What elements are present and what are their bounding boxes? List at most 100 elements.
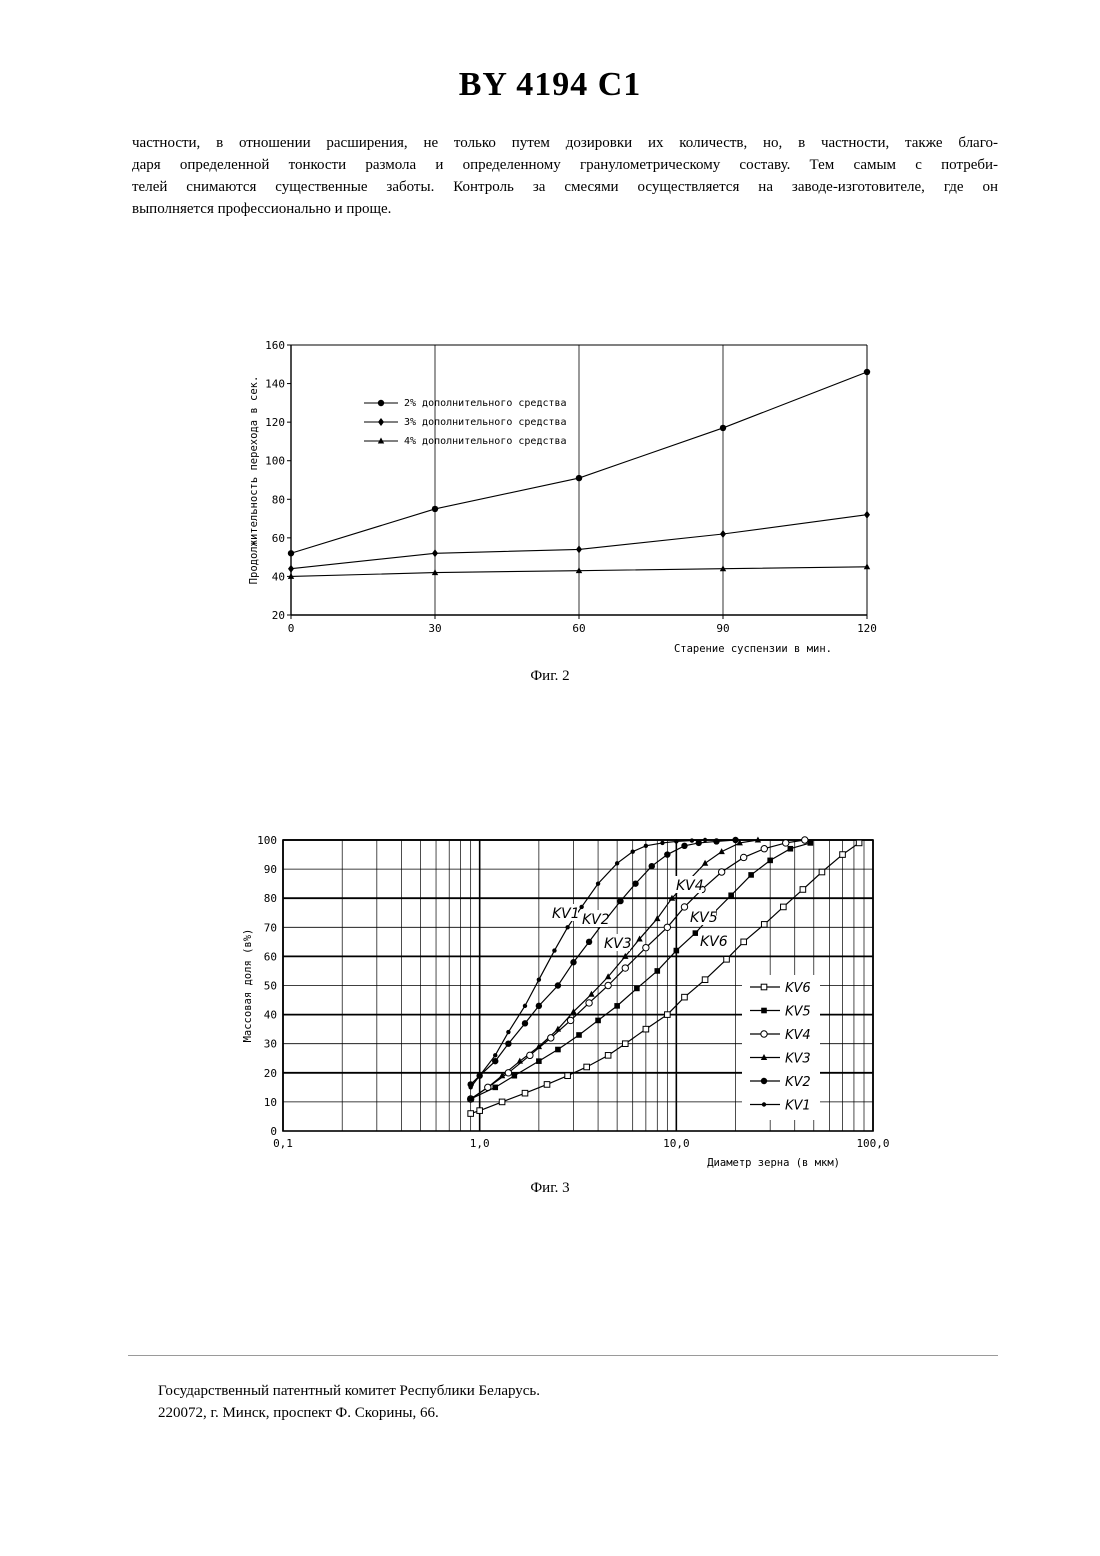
data-point xyxy=(477,1108,483,1114)
data-point xyxy=(681,904,687,910)
data-point xyxy=(288,565,294,573)
legend: 2% дополнительного средства3% дополнител… xyxy=(364,398,567,447)
data-point xyxy=(555,1047,561,1053)
data-point xyxy=(527,1052,533,1058)
figure-2-caption: Фиг. 2 xyxy=(0,668,1100,685)
data-point xyxy=(674,839,678,843)
x-tick-label: 30 xyxy=(428,622,441,635)
data-point xyxy=(499,1099,505,1105)
data-point xyxy=(741,939,747,945)
data-point xyxy=(696,840,702,846)
data-point xyxy=(622,965,628,971)
data-point xyxy=(788,846,794,852)
curve-annotation: KV5 xyxy=(690,910,718,926)
data-point xyxy=(702,860,708,866)
data-point xyxy=(511,1073,517,1079)
data-point xyxy=(576,475,582,481)
y-tick-label: 80 xyxy=(272,493,285,506)
data-point xyxy=(565,1073,571,1079)
figure-3-caption: Фиг. 3 xyxy=(0,1180,1100,1197)
data-point xyxy=(493,1053,497,1057)
legend-marker xyxy=(378,400,384,406)
figure-2-chart: 030609012020406080100120140160Продолжите… xyxy=(0,310,1100,670)
curve-annotation: KV6 xyxy=(700,934,728,950)
x-tick-label: 0,1 xyxy=(273,1137,293,1150)
data-point xyxy=(665,1012,671,1018)
data-point xyxy=(595,1018,601,1024)
data-point xyxy=(664,851,670,857)
y-tick-label: 60 xyxy=(272,532,285,545)
data-point xyxy=(432,549,438,557)
data-point xyxy=(644,844,648,848)
data-point xyxy=(605,982,611,988)
data-point xyxy=(781,904,787,910)
data-point xyxy=(567,1017,573,1023)
data-point xyxy=(732,837,738,843)
legend-marker xyxy=(761,1031,767,1037)
data-point xyxy=(536,1003,542,1009)
data-point xyxy=(681,843,687,849)
data-point xyxy=(713,838,719,844)
x-axis-label: Старение суспензии в мин. xyxy=(674,643,832,655)
data-point xyxy=(468,1096,474,1102)
data-point xyxy=(552,948,556,952)
legend-label: 3% дополнительного средства xyxy=(404,417,567,428)
body-line: частности, в отношении расширения, не то… xyxy=(132,132,998,154)
x-tick-label: 100,0 xyxy=(856,1137,889,1150)
footer-divider xyxy=(128,1355,998,1356)
data-point xyxy=(596,881,600,885)
data-point xyxy=(586,1000,592,1006)
data-point xyxy=(649,863,655,869)
x-axis-label: Диаметр зерна (в мкм) xyxy=(707,1157,840,1169)
data-point xyxy=(819,869,825,875)
data-point xyxy=(664,924,670,930)
data-point xyxy=(476,1073,482,1079)
data-point xyxy=(555,982,561,988)
y-tick-label: 10 xyxy=(264,1096,277,1109)
legend-label: KV2 xyxy=(785,1075,811,1090)
data-point xyxy=(718,869,724,875)
legend: KV6 KV5 KV4 KV3 KV2 KV1 xyxy=(742,975,820,1120)
data-point xyxy=(432,506,438,512)
legend-label: KV1 xyxy=(785,1099,811,1114)
legend-label: 4% дополнительного средства xyxy=(404,436,567,447)
data-point xyxy=(802,837,808,843)
data-point xyxy=(693,930,699,936)
figure-3-chart: 01020304050607080901000,11,010,0100,0Мас… xyxy=(0,820,1100,1180)
legend-marker xyxy=(378,418,384,426)
y-tick-label: 70 xyxy=(264,921,277,934)
legend-label: KV5 xyxy=(785,1005,811,1020)
data-point xyxy=(724,957,730,963)
data-point xyxy=(720,530,726,538)
x-tick-label: 1,0 xyxy=(470,1137,490,1150)
data-point xyxy=(702,977,708,983)
data-point xyxy=(467,1081,473,1087)
legend-label: KV6 xyxy=(785,981,811,996)
data-point xyxy=(548,1035,554,1041)
x-tick-label: 90 xyxy=(716,622,729,635)
data-point xyxy=(864,369,870,375)
body-line: выполняется профессионально и проще. xyxy=(132,198,998,220)
data-point xyxy=(632,880,638,886)
data-point xyxy=(522,1090,528,1096)
data-point xyxy=(748,872,754,878)
data-point xyxy=(761,922,767,928)
data-point xyxy=(767,858,773,864)
series-kv1 xyxy=(468,838,707,1090)
data-point xyxy=(703,838,707,842)
y-tick-label: 40 xyxy=(264,1009,277,1022)
legend-label: KV3 xyxy=(785,1052,811,1067)
body-paragraph: частности, в отношении расширения, не то… xyxy=(132,132,998,220)
curve-annotation: KV4 xyxy=(676,878,704,894)
x-tick-label: 0 xyxy=(288,622,295,635)
x-tick-label: 120 xyxy=(857,622,877,635)
data-point xyxy=(576,1032,582,1038)
data-point xyxy=(864,511,870,519)
footer-line-address: 220072, г. Минск, проспект Ф. Скорины, 6… xyxy=(158,1402,540,1424)
data-point xyxy=(614,1003,620,1009)
legend-label: KV4 xyxy=(785,1028,811,1043)
data-point xyxy=(674,948,680,954)
data-point xyxy=(492,1085,498,1091)
legend-marker xyxy=(762,1102,766,1106)
data-point xyxy=(505,1070,511,1076)
